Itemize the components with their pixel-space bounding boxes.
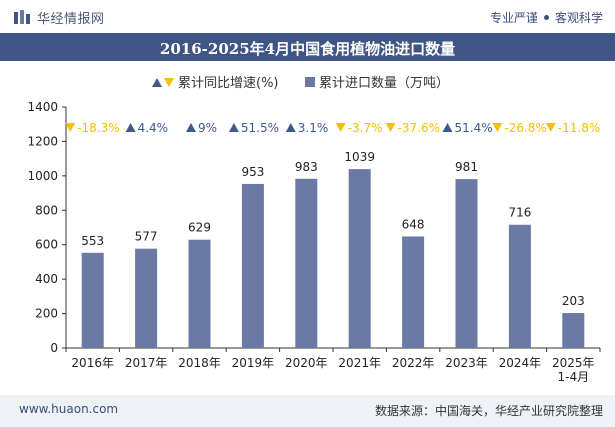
footer-site: www.huaon.com: [19, 402, 119, 416]
bar: [81, 252, 104, 348]
legend-swatch: [305, 77, 315, 87]
y-tick-label: 1400: [27, 100, 58, 114]
y-tick-label: 200: [35, 307, 58, 321]
growth-label: -11.8%: [558, 121, 600, 135]
x-tick-label: 2020年: [285, 356, 328, 370]
y-tick-label: 600: [35, 238, 58, 252]
x-tick-label: 1-4月: [557, 370, 589, 384]
x-tick-label: 2025年: [552, 356, 595, 370]
growth-label: 51.5%: [241, 121, 279, 135]
brand-name: 华经情报网: [37, 12, 105, 27]
bar: [348, 169, 371, 348]
growth-up-marker: [125, 123, 136, 132]
growth-down-marker: [385, 123, 396, 132]
y-tick-label: 1000: [27, 169, 58, 183]
title-bar: 2016-2025年4月中国食用植物油进口数量: [0, 33, 615, 61]
dot-separator: [543, 15, 549, 20]
growth-up-marker: [228, 123, 239, 132]
growth-label: 9%: [198, 121, 217, 135]
x-tick-label: 2022年: [392, 356, 435, 370]
growth-down-marker: [335, 123, 346, 132]
triangle-up-icon: [152, 78, 162, 87]
footer-source: 数据来源：中国海关，华经产业研究院整理: [374, 404, 603, 418]
bar-value-label: 629: [188, 221, 211, 235]
growth-up-marker: [186, 123, 196, 132]
growth-label: -18.3%: [77, 121, 119, 135]
legend-volume-label: 累计进口数量（万吨）: [319, 76, 450, 91]
slogan-left: 专业严谨: [489, 11, 538, 25]
bar-value-label: 648: [402, 217, 425, 231]
y-tick-label: 0: [50, 341, 58, 355]
growth-up-marker: [442, 123, 453, 132]
x-tick-label: 2023年: [445, 356, 488, 370]
growth-down-marker: [545, 123, 556, 132]
bar: [295, 178, 318, 348]
chart-area: 0 200 400 600 800 1000 1200 1400 553 2016年 -18.3% 5…: [27, 100, 601, 384]
bar-value-label: 553: [81, 234, 104, 248]
x-tick-label: 2021年: [338, 356, 381, 370]
x-tick-label: 2016年: [71, 356, 114, 370]
growth-down-marker: [492, 123, 503, 132]
y-tick-label: 800: [35, 203, 58, 217]
growth-label: 3.1%: [298, 121, 329, 135]
growth-label: -3.7%: [348, 121, 383, 135]
chart-title: 2016-2025年4月中国食用植物油进口数量: [159, 40, 456, 58]
bar-value-label: 983: [295, 160, 318, 174]
bar: [135, 248, 158, 348]
bar-value-label: 203: [562, 294, 585, 308]
bar: [402, 236, 425, 348]
growth-label: 51.4%: [455, 121, 493, 135]
growth-label: -37.6%: [398, 121, 440, 135]
y-tick-label: 400: [35, 272, 58, 286]
x-tick-label: 2018年: [178, 356, 221, 370]
slogan-right: 客观科学: [554, 11, 603, 25]
growth-label: 4.4%: [138, 121, 169, 135]
bar-value-label: 1039: [344, 150, 375, 164]
bar: [241, 183, 264, 348]
bar: [562, 313, 585, 348]
legend-growth-label: 累计同比增速(%): [178, 76, 279, 91]
logo-icon: [14, 10, 30, 24]
bar-value-label: 981: [455, 160, 478, 174]
bar: [508, 224, 531, 348]
bar-value-label: 577: [135, 230, 158, 244]
legend-volume: 累计进口数量（万吨）: [305, 72, 449, 91]
x-tick-label: 2017年: [125, 356, 168, 370]
growth-down-marker: [65, 123, 76, 132]
growth-up-marker: [285, 123, 296, 132]
bar: [455, 179, 478, 348]
slogan: 专业严谨 客观科学: [490, 9, 603, 26]
bar: [188, 239, 211, 348]
bar-value-label: 953: [241, 165, 264, 179]
x-tick-label: 2024年: [499, 356, 542, 370]
legend-growth: 累计同比增速(%): [152, 72, 279, 91]
growth-label: -26.8%: [504, 121, 546, 135]
footer: www.huaon.com 数据来源：中国海关，华经产业研究院整理: [0, 395, 615, 427]
x-tick-label: 2019年: [232, 356, 275, 370]
bar-value-label: 716: [508, 206, 531, 220]
triangle-down-icon: [164, 78, 174, 87]
y-tick-label: 1200: [27, 134, 58, 148]
legend: 累计同比增速(%) 累计进口数量（万吨）: [0, 72, 615, 92]
top-bar: 华经情报网 专业严谨 客观科学: [0, 0, 615, 33]
